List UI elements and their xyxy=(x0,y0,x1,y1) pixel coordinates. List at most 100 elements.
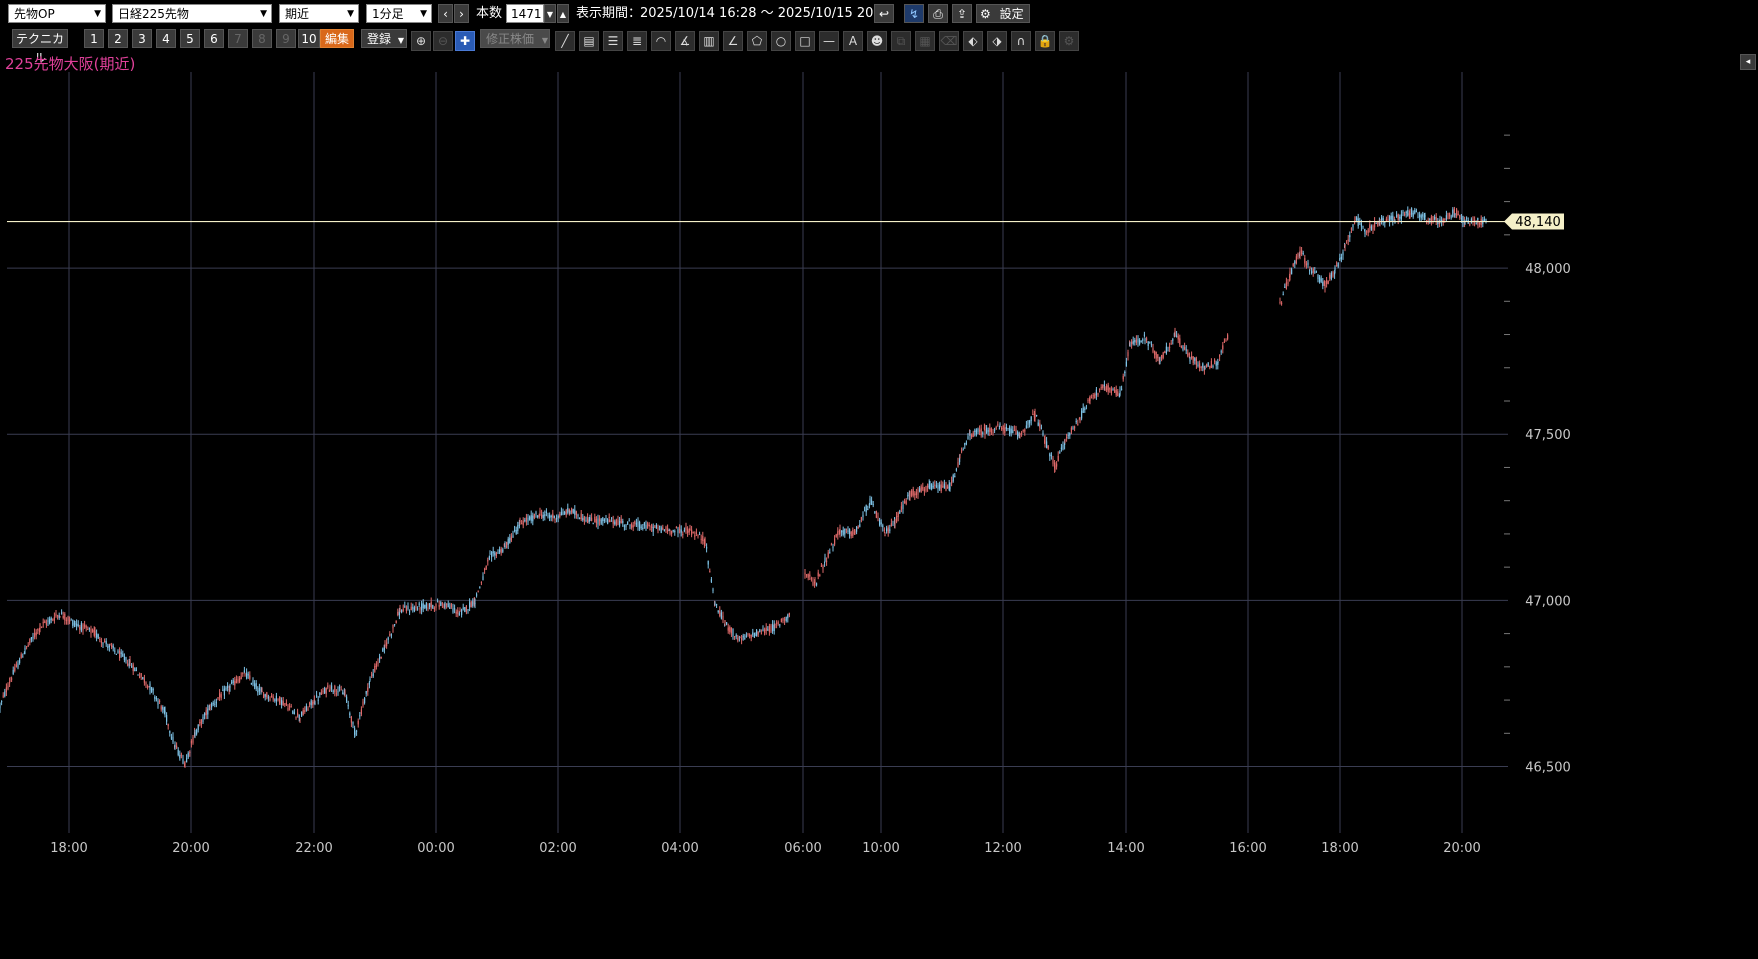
crosshair-button[interactable]: ✚ xyxy=(455,31,475,51)
horizontal-lines-tool-button[interactable]: ☰ xyxy=(603,31,623,51)
register-button[interactable]: 登録 ▼ xyxy=(361,29,407,48)
panel-collapse-button[interactable]: ◂ xyxy=(1740,54,1756,70)
adjusted-price-select[interactable]: 修正株価 ▼ xyxy=(480,29,550,48)
preset-button-8[interactable]: 8 xyxy=(252,29,272,48)
bars-stepper-button[interactable]: ▲ xyxy=(557,4,569,23)
tag-edit-tool-button[interactable]: ⬗ xyxy=(987,31,1007,51)
candle-body xyxy=(615,519,617,526)
lock-tool-button[interactable]: 🔒 xyxy=(1035,31,1055,51)
candle-body xyxy=(462,607,464,609)
circle-tool-button[interactable]: ○ xyxy=(771,31,791,51)
candle-body xyxy=(819,574,821,576)
candle-body xyxy=(1059,451,1061,453)
candle-body xyxy=(192,737,194,743)
print-button[interactable]: ⎙ xyxy=(928,4,948,23)
preset-button-4[interactable]: 4 xyxy=(156,29,176,48)
technical-button[interactable]: テクニカル xyxy=(12,29,68,65)
candle-body xyxy=(710,579,712,582)
candle-body xyxy=(744,637,746,639)
stamp-tool-button[interactable]: ☻ xyxy=(867,31,887,51)
preset-button-7[interactable]: 7 xyxy=(228,29,248,48)
preset-button-3[interactable]: 3 xyxy=(132,29,152,48)
candle-body xyxy=(816,583,818,585)
candle-body xyxy=(1222,345,1224,350)
next-button[interactable]: › xyxy=(454,4,469,23)
chart-type-button[interactable]: ↯ xyxy=(904,4,924,23)
candle-body xyxy=(1162,352,1164,358)
candle-body xyxy=(74,623,76,625)
preset-button-6[interactable]: 6 xyxy=(204,29,224,48)
candle-body xyxy=(137,674,139,676)
candle-body xyxy=(134,667,136,671)
preset-button-10[interactable]: 10 xyxy=(298,29,320,48)
magnet-tool-button[interactable]: ∩ xyxy=(1011,31,1031,51)
candle-body xyxy=(342,692,344,695)
vertical-lines-tool-button[interactable]: ▥ xyxy=(699,31,719,51)
table-tool-button[interactable]: ▦ xyxy=(915,31,935,51)
angle-tool-button[interactable]: ∠ xyxy=(723,31,743,51)
candle-body xyxy=(418,603,420,605)
candle-body xyxy=(1317,274,1319,279)
preset-button-1[interactable]: 1 xyxy=(84,29,104,48)
candle-body xyxy=(350,716,352,723)
candle-body xyxy=(208,705,210,710)
candle-body xyxy=(509,537,511,544)
arc-tool-button[interactable]: ◠ xyxy=(651,31,671,51)
market-select[interactable]: 先物OP ▼ xyxy=(8,4,106,23)
candle-body xyxy=(409,611,411,613)
preset-button-9[interactable]: 9 xyxy=(276,29,296,48)
trend-line-tool-button[interactable]: ╱ xyxy=(555,31,575,51)
candle-body xyxy=(368,682,370,685)
prev-button[interactable]: ‹ xyxy=(438,4,453,23)
gear-tool-button[interactable]: ⚙ xyxy=(1059,31,1079,51)
bars-dropdown-button[interactable]: ▼ xyxy=(544,4,556,23)
candle-body xyxy=(806,574,808,576)
candle-body xyxy=(324,688,326,694)
edit-button[interactable]: 編集 xyxy=(320,29,354,48)
candle-body xyxy=(145,682,147,685)
export-button[interactable]: ⇪ xyxy=(952,4,972,23)
candle-body xyxy=(1143,334,1145,336)
horizontal-line-tool-button[interactable]: — xyxy=(819,31,839,51)
candle-body xyxy=(480,582,482,584)
candle-body xyxy=(122,653,124,657)
multi-lines-tool-button[interactable]: ≣ xyxy=(627,31,647,51)
candle-body xyxy=(1207,362,1209,366)
preset-button-2[interactable]: 2 xyxy=(108,29,128,48)
undo-button[interactable]: ↩ xyxy=(874,4,894,23)
price-chart[interactable]: 48,140 46,500 47,000 47,500 48,000 18:00 20:… xyxy=(0,72,1758,954)
candle-body xyxy=(279,697,281,704)
ruler-tool-button[interactable]: ▤ xyxy=(579,31,599,51)
copy-tool-button[interactable]: ⧉ xyxy=(891,31,911,51)
angle-icon: ∠ xyxy=(727,34,739,48)
candle-body xyxy=(1182,346,1184,350)
bars-input[interactable]: 1471 xyxy=(506,4,544,23)
candle-body xyxy=(1152,348,1154,353)
zoom-in-button[interactable]: ⊕ xyxy=(411,31,431,51)
settings-button[interactable]: ⚙ 設定 xyxy=(976,4,1030,23)
candle-body xyxy=(1349,235,1351,238)
gear-icon: ⚙ xyxy=(1063,34,1075,48)
candle-body xyxy=(1010,428,1012,433)
candle-body xyxy=(149,683,151,691)
zoom-out-button[interactable]: ⊖ xyxy=(433,31,453,51)
pentagon-tool-button[interactable]: ⬠ xyxy=(747,31,767,51)
tag-tool-button[interactable]: ⬖ xyxy=(963,31,983,51)
rectangle-tool-button[interactable]: □ xyxy=(795,31,815,51)
eraser-tool-button[interactable]: ⌫ xyxy=(939,31,959,51)
candle-body xyxy=(227,685,229,689)
candle-body xyxy=(1344,244,1346,247)
candle-body xyxy=(729,626,731,632)
interval-select[interactable]: 1分足 ▼ xyxy=(366,4,432,23)
symbol-select[interactable]: 日経225先物 ▼ xyxy=(112,4,272,23)
text-tool-button[interactable]: A xyxy=(843,31,863,51)
candle-body xyxy=(1085,408,1087,410)
candle-body xyxy=(489,553,491,555)
candle-body xyxy=(754,633,756,636)
contract-select[interactable]: 期近 ▼ xyxy=(279,4,359,23)
preset-button-5[interactable]: 5 xyxy=(180,29,200,48)
candle-body xyxy=(1212,366,1214,367)
candle-body xyxy=(984,429,986,435)
fan-tool-button[interactable]: ∡ xyxy=(675,31,695,51)
candle-body xyxy=(971,434,973,438)
